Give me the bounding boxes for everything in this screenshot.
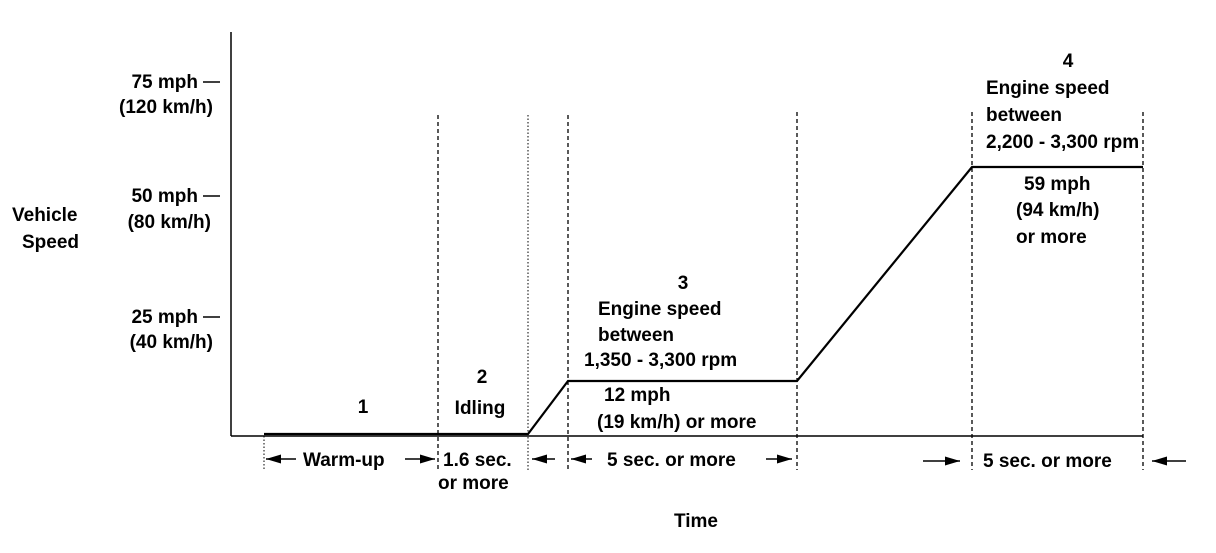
- phase-4-text: between: [986, 105, 1062, 126]
- phase-4-duration: 5 sec. or more: [983, 451, 1112, 472]
- phase-4-number: 4: [1063, 51, 1074, 72]
- phase-4-speed: or more: [1016, 227, 1087, 248]
- tick-25-mph: 25 mph: [131, 307, 198, 328]
- phase-4-speed: (94 km/h): [1016, 200, 1099, 221]
- tick-80-kmh: (80 km/h): [128, 212, 211, 233]
- y-axis-label: Speed: [22, 232, 79, 253]
- x-axis-label: Time: [674, 511, 718, 532]
- phase-3-rpm: 1,350 - 3,300 rpm: [584, 350, 737, 371]
- phase-3-speed: 12 mph: [604, 385, 671, 406]
- tick-50-mph: 50 mph: [131, 186, 198, 207]
- phase-3-text: between: [598, 325, 674, 346]
- phase-1-number: 1: [358, 397, 369, 418]
- phase-3-duration: 5 sec. or more: [607, 450, 736, 471]
- phase-3-speed: (19 km/h) or more: [597, 412, 756, 433]
- idle-duration: 1.6 sec.: [443, 450, 512, 471]
- phase-2-label: Idling: [455, 398, 506, 419]
- tick-40-kmh: (40 km/h): [130, 332, 213, 353]
- phase-3-number: 3: [678, 273, 689, 294]
- phase-3-text: Engine speed: [598, 299, 722, 320]
- tick-75-mph: 75 mph: [131, 72, 198, 93]
- y-axis-label: Vehicle: [12, 205, 78, 226]
- phase-2-number: 2: [477, 367, 488, 388]
- phase-4-rpm: 2,200 - 3,300 rpm: [986, 132, 1139, 153]
- phase-4-text: Engine speed: [986, 78, 1110, 99]
- phase-4-speed: 59 mph: [1024, 174, 1091, 195]
- speed-profile-line: [264, 165, 1143, 436]
- warmup-duration: Warm-up: [303, 450, 385, 471]
- idle-duration: or more: [438, 473, 509, 494]
- tick-120-kmh: (120 km/h): [119, 97, 213, 118]
